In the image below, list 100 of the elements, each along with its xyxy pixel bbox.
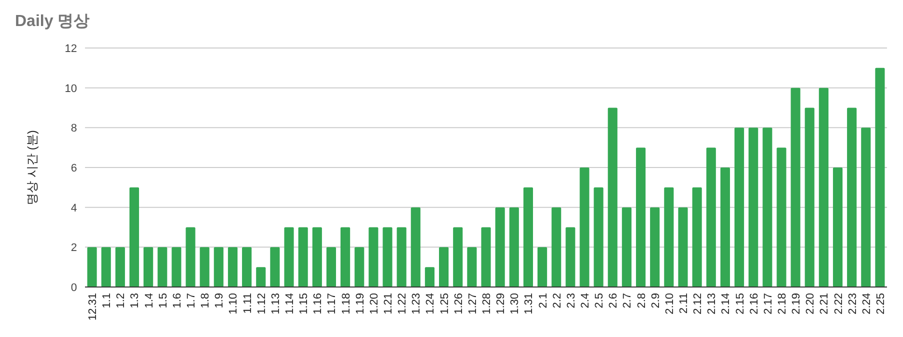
bar	[678, 207, 688, 287]
bar	[396, 227, 406, 287]
x-tick-label: 1.27	[466, 293, 479, 314]
x-tick-label: 2.16	[748, 293, 760, 314]
x-tick-label: 2.10	[664, 293, 676, 314]
bar	[847, 108, 857, 287]
bar	[214, 247, 224, 287]
bar	[509, 207, 519, 287]
bar	[580, 168, 590, 287]
bar	[734, 128, 744, 287]
bar	[439, 247, 449, 287]
bar	[495, 207, 505, 287]
x-tick-label: 1.3	[129, 293, 142, 308]
bar	[115, 247, 125, 287]
x-tick-label: 1.8	[200, 293, 212, 308]
y-tick-label: 10	[64, 82, 77, 95]
x-tick-label: 1.9	[214, 293, 226, 308]
x-tick-label: 2.14	[720, 293, 732, 314]
bar	[354, 247, 364, 287]
bar	[636, 148, 646, 287]
x-tick-label: 2.2	[551, 293, 564, 308]
bar	[566, 227, 576, 287]
x-tick-label: 1.1	[101, 293, 114, 308]
bar	[172, 247, 182, 287]
x-tick-label: 1.21	[382, 293, 395, 314]
y-tick-label: 6	[70, 162, 77, 174]
x-tick-label: 12.31	[87, 293, 100, 321]
bar	[368, 227, 378, 287]
bar	[818, 88, 828, 287]
x-tick-label: 2.24	[860, 293, 873, 314]
y-axis-title: 명상 시간 (분)	[25, 130, 39, 205]
bar	[537, 247, 548, 287]
x-tick-label: 2.8	[636, 293, 648, 308]
x-tick-label: 2.17	[762, 293, 774, 314]
x-tick-label: 1.5	[157, 293, 170, 308]
x-tick-label: 1.17	[326, 293, 338, 314]
x-tick-label: 1.14	[284, 293, 296, 314]
y-tick-label: 0	[70, 282, 77, 294]
x-tick-label: 1.13	[270, 293, 282, 314]
bar	[298, 227, 308, 287]
bar	[284, 227, 294, 287]
x-tick-label: 2.12	[692, 293, 704, 314]
x-tick-label: 2.25	[874, 293, 887, 314]
bar	[650, 207, 660, 287]
y-tick-label: 4	[70, 202, 77, 214]
x-tick-label: 1.29	[495, 293, 508, 314]
bar	[861, 128, 871, 287]
bar	[832, 168, 843, 287]
bar	[706, 148, 716, 287]
x-tick-label: 1.22	[396, 293, 409, 314]
x-tick-label: 1.12	[256, 293, 268, 314]
bar	[410, 207, 420, 287]
bar	[453, 227, 463, 287]
bar	[158, 247, 168, 287]
x-tick-label: 2.22	[832, 293, 845, 314]
x-tick-label: 2.13	[706, 293, 718, 314]
bar	[101, 247, 111, 287]
bar	[608, 108, 618, 287]
x-tick-label: 2.3	[565, 293, 578, 308]
bar	[424, 267, 435, 287]
x-tick-label: 1.31	[523, 293, 536, 314]
x-tick-label: 2.21	[818, 293, 831, 314]
bar	[523, 187, 533, 287]
bar	[242, 247, 252, 287]
y-tick-label: 8	[70, 122, 77, 135]
x-tick-label: 1.24	[424, 293, 437, 314]
x-tick-label: 1.15	[298, 293, 310, 314]
bar	[186, 227, 196, 287]
y-tick-label: 12	[64, 43, 77, 55]
x-tick-label: 2.18	[776, 293, 788, 314]
bar	[748, 128, 758, 287]
bar	[340, 227, 350, 287]
bar	[481, 227, 491, 287]
bar	[622, 207, 632, 287]
bar	[129, 187, 140, 287]
bar	[720, 168, 730, 287]
x-tick-label: 2.11	[678, 293, 690, 314]
x-tick-label: 1.16	[312, 293, 324, 314]
x-tick-label: 1.18	[340, 293, 352, 314]
bar	[552, 207, 562, 287]
bar	[692, 187, 702, 287]
x-tick-label: 2.6	[608, 293, 620, 308]
bar	[87, 247, 97, 287]
bar	[594, 187, 604, 287]
bar	[228, 247, 238, 287]
bar	[875, 68, 885, 287]
x-tick-label: 1.20	[368, 293, 380, 314]
bar	[776, 148, 786, 287]
bar	[382, 227, 392, 287]
x-tick-label: 2.7	[622, 293, 634, 308]
x-tick-label: 1.6	[171, 293, 184, 308]
x-tick-label: 2.20	[804, 293, 817, 314]
bar	[762, 128, 772, 287]
bar	[326, 247, 336, 287]
bar	[664, 187, 674, 287]
bar	[256, 267, 266, 287]
x-tick-label: 1.25	[438, 293, 451, 314]
bar	[200, 247, 210, 287]
x-tick-label: 2.15	[734, 293, 746, 314]
bar	[790, 88, 800, 287]
